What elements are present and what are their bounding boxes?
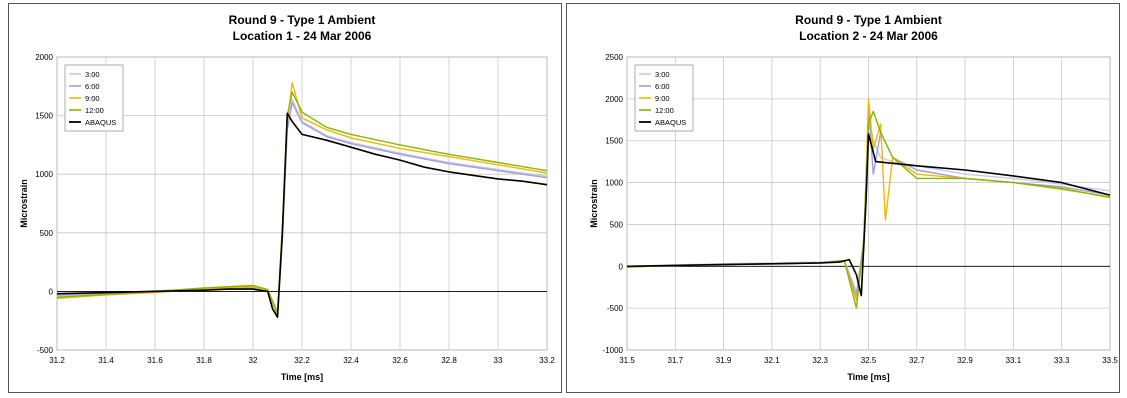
x-tick-label: 31.2 — [49, 356, 65, 365]
y-tick-label: 1500 — [35, 112, 53, 121]
y-tick-label: -500 — [37, 346, 54, 355]
x-tick-label: 32.3 — [812, 356, 828, 365]
x-tick-label: 32.6 — [392, 356, 408, 365]
legend-entry: 9:00 — [655, 94, 670, 103]
legend-entry: 12:00 — [85, 106, 104, 115]
x-tick-label: 32.9 — [957, 356, 973, 365]
y-axis-label: Microstrain — [589, 179, 599, 228]
x-axis-label: Time [ms] — [847, 372, 889, 382]
y-axis-label: Microstrain — [19, 179, 29, 228]
x-tick-label: 32.5 — [861, 356, 877, 365]
y-tick-label: 2000 — [605, 95, 623, 104]
y-tick-label: 1000 — [605, 179, 623, 188]
x-tick-label: 33.2 — [539, 356, 555, 365]
y-tick-label: 500 — [610, 220, 624, 229]
chart-panel-location-2: Round 9 - Type 1 Ambient Location 2 - 24 … — [566, 3, 1120, 393]
legend-box — [64, 64, 124, 132]
legend-entry: 6:00 — [85, 82, 100, 91]
x-tick-label: 31.4 — [98, 356, 114, 365]
legend-entry: 12:00 — [655, 106, 674, 115]
y-tick-label: 0 — [49, 287, 54, 296]
chart-title: Round 9 - Type 1 Ambient — [229, 13, 376, 27]
y-tick-label: -500 — [607, 304, 624, 313]
chart-location-1: Round 9 - Type 1 Ambient Location 1 - 24 … — [19, 13, 555, 382]
legend-entry: 6:00 — [655, 82, 670, 91]
chart-subtitle: Location 2 - 24 Mar 2006 — [799, 29, 938, 43]
x-tick-label: 33.5 — [1102, 356, 1118, 365]
chart-location-2: Round 9 - Type 1 Ambient Location 2 - 24 … — [589, 13, 1118, 382]
x-axis-label: Time [ms] — [281, 372, 323, 382]
legend-entry: 3:00 — [655, 70, 670, 79]
y-tick-label: -1000 — [603, 346, 624, 355]
legend-entry: 3:00 — [85, 70, 100, 79]
chart-title: Round 9 - Type 1 Ambient — [795, 13, 942, 27]
legend-entry: ABAQUS — [85, 118, 116, 127]
y-tick-label: 500 — [40, 229, 54, 238]
legend-entry: ABAQUS — [655, 118, 686, 127]
chart-panel-location-1: Round 9 - Type 1 Ambient Location 1 - 24 … — [8, 3, 562, 393]
series-line-abaqus — [626, 133, 1111, 297]
x-tick-label: 32.1 — [764, 356, 780, 365]
x-tick-label: 31.9 — [716, 356, 732, 365]
x-tick-label: 33.1 — [1006, 356, 1022, 365]
y-tick-label: 2500 — [605, 53, 623, 62]
x-tick-label: 32.2 — [294, 356, 310, 365]
y-tick-label: 0 — [619, 262, 624, 271]
chart-subtitle: Location 1 - 24 Mar 2006 — [233, 29, 372, 43]
x-tick-label: 32.4 — [343, 356, 359, 365]
x-tick-label: 33.3 — [1054, 356, 1070, 365]
x-tick-label: 31.5 — [619, 356, 635, 365]
x-tick-label: 31.8 — [196, 356, 212, 365]
y-tick-label: 2000 — [35, 53, 53, 62]
y-tick-label: 1000 — [35, 170, 53, 179]
x-tick-label: 33 — [494, 356, 503, 365]
x-tick-label: 31.7 — [668, 356, 684, 365]
legend-entry: 9:00 — [85, 94, 100, 103]
x-tick-label: 31.6 — [147, 356, 163, 365]
x-tick-label: 32.7 — [909, 356, 925, 365]
x-tick-label: 32 — [249, 356, 258, 365]
y-tick-label: 1500 — [605, 137, 623, 146]
series-line-abaqus — [56, 112, 548, 319]
x-tick-label: 32.8 — [441, 356, 457, 365]
